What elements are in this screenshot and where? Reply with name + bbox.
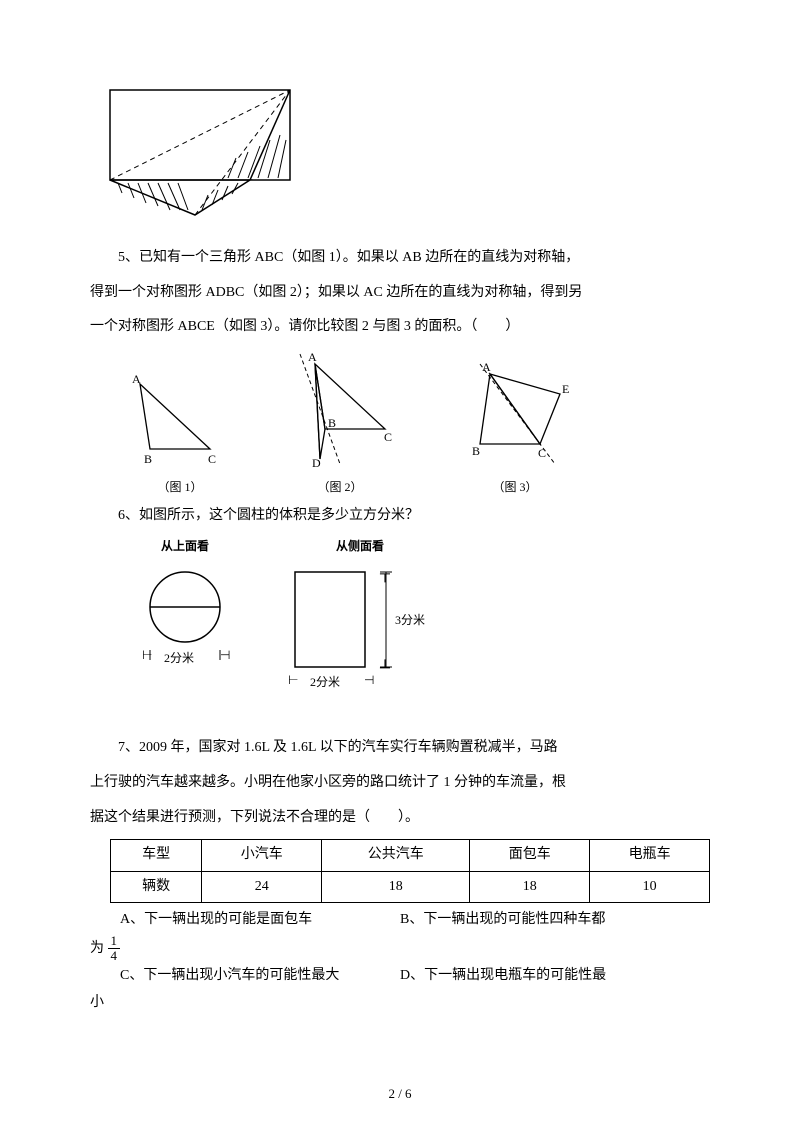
side-view: 从侧面看 ┬ ┴ 3分米 ⊢ ⊣ 2分米 <box>280 537 440 697</box>
page-number: 2 / 6 <box>0 1086 800 1102</box>
q6-views: 从上面看 ⊢ ⊣ 2分米 从侧面看 ┬ ┴ 3分米 ⊢ <box>130 537 710 697</box>
svg-text:C: C <box>208 452 216 466</box>
th-ev: 电瓶车 <box>590 840 710 871</box>
option-d-cont: 小 <box>90 990 710 1017</box>
side-view-title: 从侧面看 <box>280 537 440 554</box>
svg-text:2分米: 2分米 <box>310 675 340 689</box>
top-view-title: 从上面看 <box>130 537 240 554</box>
th-type: 车型 <box>111 840 202 871</box>
svg-text:2分米: 2分米 <box>164 651 194 665</box>
td-car: 24 <box>202 871 322 902</box>
svg-text:A: A <box>482 360 491 374</box>
td-van: 18 <box>470 871 590 902</box>
q5-line2: 得到一个对称图形 ADBC（如图 2）；如果以 AC 边所在的直线为对称轴，得到… <box>90 280 710 307</box>
svg-text:⊣: ⊣ <box>220 648 230 662</box>
q5-line1: 5、已知有一个三角形 ABC（如图 1）。如果以 AB 边所在的直线为对称轴， <box>90 245 710 272</box>
svg-text:D: D <box>312 456 321 469</box>
td-bus: 18 <box>322 871 470 902</box>
svg-text:B: B <box>472 444 480 458</box>
svg-text:E: E <box>562 382 569 396</box>
option-b: B、下一辆出现的可能性四种车都 <box>400 907 605 934</box>
svg-text:A: A <box>308 350 317 364</box>
fig1-label: （图 1） <box>120 478 240 495</box>
td-ev: 10 <box>590 871 710 902</box>
table-row: 辆数 24 18 18 10 <box>111 871 710 902</box>
q7-table: 车型 小汽车 公共汽车 面包车 电瓶车 辆数 24 18 18 10 <box>110 839 710 903</box>
td-label: 辆数 <box>111 871 202 902</box>
fig3-label: （图 3） <box>440 478 590 495</box>
fraction-1-4: 1 4 <box>108 934 121 964</box>
q5-diagrams: A B C （图 1） A B C D （图 2） <box>120 349 710 495</box>
q5-line3: 一个对称图形 ABCE（如图 3）。请你比较图 2 与图 3 的面积。（ ） <box>90 314 710 341</box>
fig2-label: （图 2） <box>270 478 410 495</box>
th-car: 小汽车 <box>202 840 322 871</box>
q6-text: 6、如图所示，这个圆柱的体积是多少立方分米？ <box>90 503 710 530</box>
svg-text:⊣: ⊣ <box>364 673 374 687</box>
top-view: 从上面看 ⊢ ⊣ 2分米 <box>130 537 240 697</box>
svg-text:⊢: ⊢ <box>288 673 298 687</box>
option-d: D、下一辆出现电瓶车的可能性最 <box>400 963 606 990</box>
svg-text:3分米: 3分米 <box>395 613 425 627</box>
q7-line3: 据这个结果进行预测，下列说法不合理的是（ ）。 <box>90 805 710 832</box>
svg-text:B: B <box>328 416 336 430</box>
th-bus: 公共汽车 <box>322 840 470 871</box>
option-b-cont: 为 1 4 <box>90 934 710 964</box>
page: 5、已知有一个三角形 ABC（如图 1）。如果以 AB 边所在的直线为对称轴， … <box>0 0 800 1132</box>
fig3: A B C E （图 3） <box>440 359 590 495</box>
fig2: A B C D （图 2） <box>270 349 410 495</box>
svg-text:A: A <box>132 372 141 386</box>
option-c: C、下一辆出现小汽车的可能性最大 <box>120 963 400 990</box>
q7-line2: 上行驶的汽车越来越多。小明在他家小区旁的路口统计了 1 分钟的车流量，根 <box>90 770 710 797</box>
folded-rect-diagram <box>100 80 300 220</box>
option-a: A、下一辆出现的可能是面包车 <box>120 907 400 934</box>
q7-line1: 7、2009 年，国家对 1.6L 及 1.6L 以下的汽车实行车辆购置税减半，… <box>90 735 710 762</box>
svg-text:⊢: ⊢ <box>142 648 152 662</box>
fig1: A B C （图 1） <box>120 369 240 495</box>
svg-text:C: C <box>384 430 392 444</box>
svg-text:┬: ┬ <box>379 567 390 583</box>
table-row: 车型 小汽车 公共汽车 面包车 电瓶车 <box>111 840 710 871</box>
q7-options: A、下一辆出现的可能是面包车 B、下一辆出现的可能性四种车都 为 1 4 C、下… <box>120 907 710 1016</box>
svg-text:C: C <box>538 446 546 460</box>
th-van: 面包车 <box>470 840 590 871</box>
svg-text:┴: ┴ <box>379 659 390 676</box>
svg-text:B: B <box>144 452 152 466</box>
figure-q4 <box>100 80 710 225</box>
